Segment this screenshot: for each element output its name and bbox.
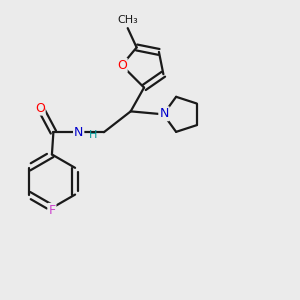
Text: N: N xyxy=(159,107,169,120)
Text: CH₃: CH₃ xyxy=(117,15,138,25)
Text: O: O xyxy=(35,102,45,115)
Text: H: H xyxy=(89,130,98,140)
Text: F: F xyxy=(48,204,56,217)
Text: O: O xyxy=(117,59,127,72)
Text: N: N xyxy=(74,126,83,139)
